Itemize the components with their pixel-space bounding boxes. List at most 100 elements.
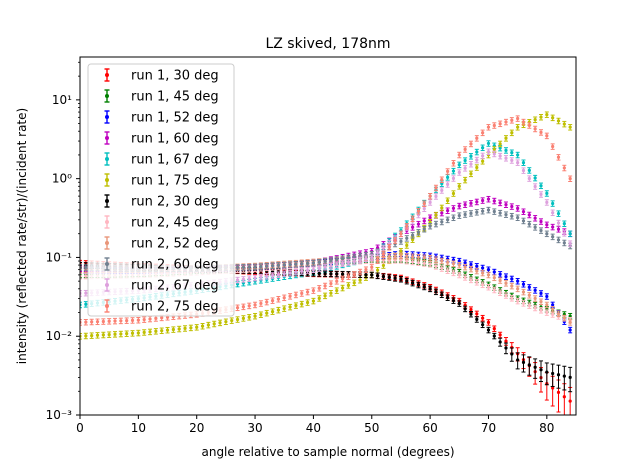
data-point (411, 237, 415, 242)
data-point (463, 212, 467, 217)
data-point (130, 318, 135, 322)
data-point (247, 276, 251, 281)
data-point (539, 228, 543, 233)
data-point (492, 152, 496, 156)
data-point (387, 254, 391, 259)
data-point (469, 262, 473, 267)
data-point (551, 303, 555, 307)
data-point (551, 211, 555, 215)
data-point (551, 371, 555, 376)
data-point (568, 125, 572, 129)
data-point (562, 374, 566, 378)
data-point (405, 236, 409, 240)
data-point (504, 148, 508, 152)
data-point (416, 222, 421, 226)
data-point (358, 270, 362, 274)
data-point (189, 326, 193, 330)
data-point (451, 161, 456, 165)
data-point (235, 278, 240, 282)
data-point (451, 191, 456, 196)
data-point (568, 232, 572, 236)
legend-item-6: run 1, 75 deg (104, 173, 219, 189)
data-point (539, 115, 543, 119)
data-point (492, 147, 496, 151)
data-point (340, 277, 345, 281)
data-point (288, 305, 292, 309)
legend-marker-dot (105, 304, 109, 308)
data-point (84, 320, 88, 324)
legend-marker-dot (105, 178, 109, 182)
data-point (521, 290, 526, 294)
data-point (463, 202, 467, 207)
data-point (376, 258, 380, 263)
data-point (107, 319, 111, 323)
x-axis-label: angle relative to sample normal (degrees… (201, 445, 454, 459)
data-point (498, 142, 502, 146)
data-point (247, 265, 251, 269)
legend-item-5: run 1, 67 deg (104, 152, 219, 168)
data-point (416, 230, 421, 234)
data-point (381, 252, 386, 256)
data-point (294, 303, 298, 308)
data-point (148, 330, 152, 334)
data-point (510, 118, 514, 122)
data-point (556, 227, 561, 231)
data-point (364, 257, 368, 261)
data-point (504, 339, 508, 343)
data-point (411, 233, 415, 237)
data-point (317, 266, 321, 271)
data-point (282, 272, 286, 276)
data-point (446, 182, 450, 186)
data-point (160, 316, 164, 320)
data-point (84, 334, 88, 338)
data-point (305, 261, 310, 265)
data-point (551, 386, 555, 390)
data-point (387, 275, 391, 280)
data-point (551, 116, 555, 120)
data-point (300, 269, 304, 273)
y-axis: 10⁻³ 10⁻² 10⁻¹ 10⁰ 10¹ (46, 61, 80, 422)
data-point (510, 214, 514, 218)
data-point (527, 176, 531, 181)
data-point (504, 120, 508, 124)
data-point (556, 221, 561, 225)
y-axis-label: intensity (reflected rate/str)/(incident… (15, 108, 29, 364)
data-point (253, 314, 257, 318)
data-point (247, 304, 251, 308)
data-point (568, 375, 572, 380)
data-point (399, 249, 403, 253)
data-point (457, 263, 461, 267)
data-point (481, 316, 485, 320)
data-point (457, 301, 461, 306)
data-point (440, 220, 444, 224)
data-point (516, 358, 520, 362)
data-point (533, 176, 537, 180)
data-point (136, 318, 140, 322)
data-point (504, 203, 508, 207)
data-point (416, 283, 421, 287)
data-point (434, 213, 438, 217)
data-point (556, 373, 561, 377)
data-point (259, 264, 263, 269)
legend-item-9: run 2, 52 deg (104, 236, 219, 252)
data-point (440, 266, 444, 271)
data-point (241, 277, 245, 281)
data-point (434, 186, 438, 190)
data-point (469, 142, 473, 146)
data-point (300, 262, 304, 266)
data-point (545, 303, 549, 307)
data-point (440, 259, 444, 263)
legend-marker-dot (105, 157, 109, 161)
data-point (276, 263, 280, 267)
data-point (428, 216, 432, 220)
legend-item-8: run 2, 45 deg (104, 215, 219, 231)
data-point (259, 301, 263, 306)
data-point (352, 259, 356, 263)
data-point (492, 327, 496, 331)
data-point (370, 265, 374, 269)
data-point (545, 294, 549, 299)
data-point (300, 291, 304, 296)
data-point (270, 298, 275, 303)
data-point (562, 122, 566, 126)
